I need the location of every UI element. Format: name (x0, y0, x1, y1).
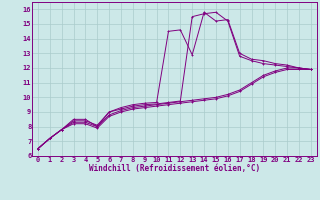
X-axis label: Windchill (Refroidissement éolien,°C): Windchill (Refroidissement éolien,°C) (89, 164, 260, 173)
